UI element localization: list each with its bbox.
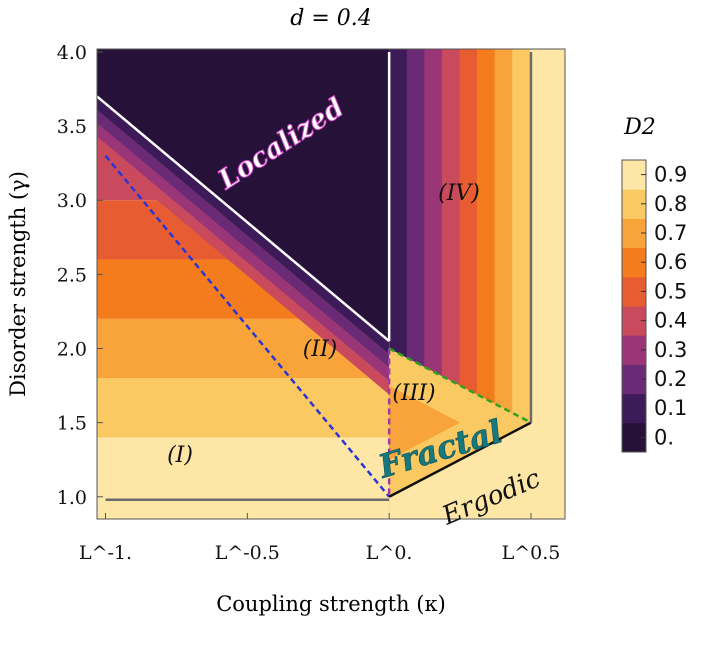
region-III-inner <box>389 385 461 460</box>
colorbar-tick-label: 0.5 <box>654 279 687 303</box>
x-tick-label: L^-0.5 <box>215 542 280 564</box>
chart-title: d = 0.4 <box>290 6 372 31</box>
y-tick-label: 4.0 <box>57 42 87 64</box>
diagonal-band-0 <box>97 96 390 355</box>
localized-fill <box>97 49 390 342</box>
ergodic-fill <box>389 422 565 519</box>
x-axis-label: Coupling strength (κ) <box>216 592 446 616</box>
y-tick-label: 2.0 <box>57 338 87 360</box>
region-III-fill <box>389 348 531 497</box>
plot-area <box>97 49 565 519</box>
region-label-III: (III) <box>392 381 435 406</box>
colorbar-frame <box>621 159 647 453</box>
x-tick-label: L^-1. <box>79 542 132 564</box>
region-label-I: (I) <box>167 443 193 468</box>
colorbar: 0. 0.1 0.2 0.3 0.4 0.5 0.6 0.7 0.8 0.9 <box>621 159 687 453</box>
colorbar-tick-label: 0. <box>654 425 674 449</box>
y-axis-label: Disorder strength (γ) <box>6 171 30 397</box>
colorbar-tick-label: 0.1 <box>654 396 687 420</box>
diagonal-band-1 <box>97 109 390 368</box>
colorbar-label: D2 <box>623 115 656 140</box>
x-tick-label: L^0.5 <box>502 542 561 564</box>
colorbar-tick-label: 0.9 <box>654 163 687 187</box>
y-tick-label: 3.0 <box>57 190 87 212</box>
boundary-ergodic-edge <box>388 421 532 498</box>
band-right-6 <box>494 49 513 519</box>
y-tick-label: 1.0 <box>57 487 87 509</box>
colorbar-tick-label: 0.4 <box>654 309 687 333</box>
plot-frame <box>96 48 566 520</box>
region-label-II: (II) <box>303 337 338 362</box>
boundary-blue-dashed <box>104 154 391 498</box>
region-label-IV: (IV) <box>438 181 480 206</box>
y-tick-label: 3.5 <box>57 116 87 138</box>
y-tick-label: 2.5 <box>57 264 87 286</box>
colorbar-tick-label: 0.2 <box>654 367 687 391</box>
diagonal-band-2 <box>97 123 390 382</box>
phase-fills <box>97 49 565 519</box>
colorbar-tick-label: 0.8 <box>654 192 687 216</box>
colorbar-tick-label: 0.3 <box>654 338 687 362</box>
region-I-bottom <box>97 496 390 519</box>
y-tick-label: 1.5 <box>57 413 87 435</box>
diagonal-band-3 <box>97 136 390 395</box>
x-tick-label: L^0. <box>366 542 413 564</box>
band-right-7 <box>512 49 531 519</box>
colorbar-tick-label: 0.7 <box>654 221 687 245</box>
colorbar-tick-label: 0.6 <box>654 250 687 274</box>
band-left-1 <box>97 378 390 438</box>
boundary-localized-edge <box>96 95 390 343</box>
boundary-lines <box>96 51 533 501</box>
axes: 1.0 1.5 2.0 2.5 3.0 3.5 4.0 L^-1. L^-0.5 L^0. L^0.… <box>57 42 561 564</box>
boundary-green-dashed <box>388 347 532 424</box>
